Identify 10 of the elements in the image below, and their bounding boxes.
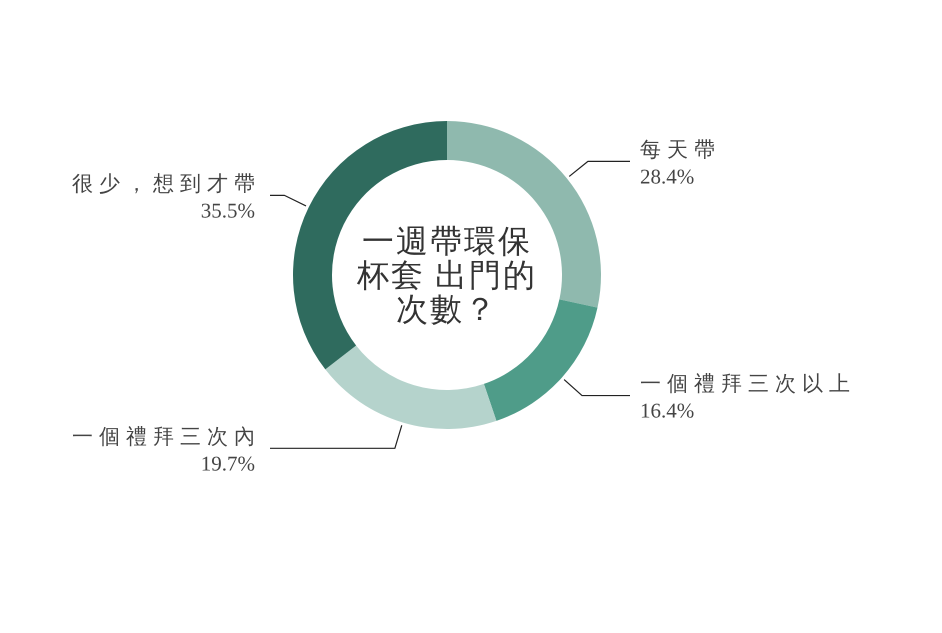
- donut-slice: [325, 345, 496, 429]
- data-label: 16.4%: [640, 398, 694, 423]
- text: 一週帶環保杯套 出門的次數？: [356, 223, 537, 327]
- slice-label: 一個禮拜三次內: [72, 424, 261, 448]
- data-label: 28.4%: [640, 164, 694, 188]
- slice-label: 每天帶: [640, 137, 721, 162]
- data-label: 35.5%: [200, 198, 255, 222]
- data-label: 19.7%: [200, 451, 255, 476]
- slice-label: 一個禮拜三次以上: [640, 372, 856, 396]
- slice-label: 很少，想到才帶: [72, 171, 261, 196]
